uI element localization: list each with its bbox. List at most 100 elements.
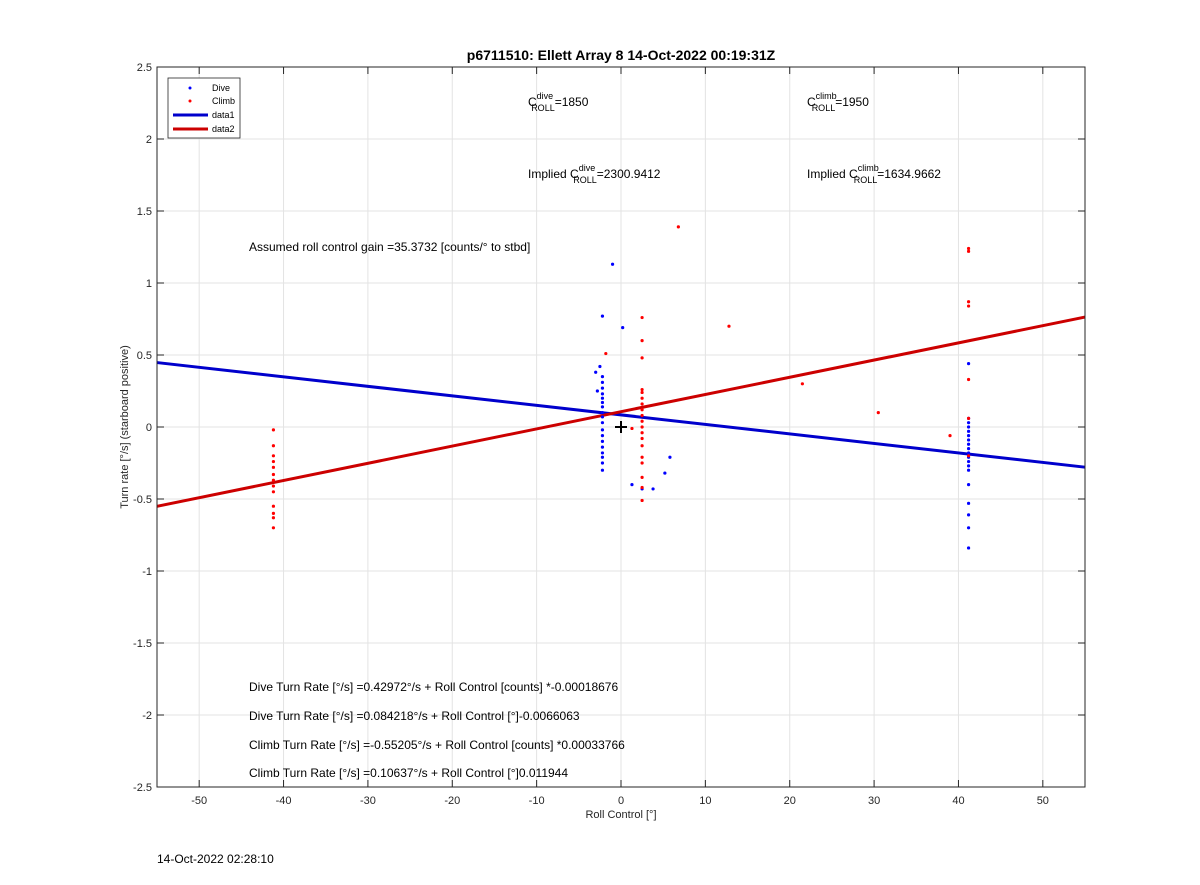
- point-climb: [640, 425, 644, 429]
- point-dive: [594, 370, 598, 374]
- point-dive: [600, 415, 605, 419]
- point-climb: [271, 428, 276, 432]
- point-climb: [640, 390, 644, 395]
- point-climb: [271, 454, 276, 458]
- point-climb: [640, 436, 644, 441]
- x-tick-label: 20: [784, 795, 796, 807]
- point-dive: [966, 526, 971, 530]
- y-tick-label: 2.5: [137, 62, 152, 74]
- point-climb: [676, 225, 680, 229]
- point-climb: [640, 402, 644, 406]
- annotation-climb-counts: Climb Turn Rate [°/s] =-0.55205°/s + Rol…: [249, 738, 625, 752]
- point-climb: [966, 416, 971, 420]
- point-dive: [600, 386, 605, 390]
- point-dive: [651, 487, 655, 491]
- point-dive: [966, 459, 971, 464]
- point-dive: [966, 464, 971, 468]
- x-axis-label: Roll Control [°]: [585, 809, 656, 821]
- x-tick-label: -40: [276, 795, 292, 807]
- y-tick-label: -1.5: [133, 638, 152, 650]
- point-climb: [640, 315, 644, 320]
- annotation-implied-climb: Implied Cclimb ROLL=1634.9662: [807, 163, 941, 185]
- point-dive: [595, 389, 599, 393]
- point-climb: [271, 472, 276, 477]
- point-climb: [640, 419, 644, 423]
- point-climb: [966, 249, 971, 253]
- x-tick-label: 50: [1037, 795, 1049, 807]
- x-tick-label: -50: [191, 795, 207, 807]
- point-dive: [966, 483, 971, 487]
- point-climb: [640, 461, 644, 465]
- fit-lines: [156, 315, 1086, 508]
- data-points: [271, 225, 971, 550]
- point-climb: [640, 485, 644, 490]
- point-dive: [600, 455, 605, 459]
- origin-marker: [615, 421, 627, 433]
- legend-label-data2: data2: [212, 124, 235, 134]
- point-dive: [610, 262, 615, 266]
- point-dive: [600, 392, 605, 396]
- point-climb: [640, 498, 644, 503]
- y-tick-label: 2: [146, 134, 152, 146]
- x-tick-label: -10: [529, 795, 545, 807]
- point-climb: [271, 478, 276, 482]
- point-dive: [663, 471, 667, 475]
- point-dive: [600, 396, 605, 400]
- annotation-implied-dive: Implied Cdive ROLL=2300.9412: [528, 163, 661, 185]
- x-tick-label: 30: [868, 795, 880, 807]
- x-tick-label: 0: [618, 795, 624, 807]
- y-axis-label: Turn rate [°/s] (starboard positive): [119, 345, 131, 509]
- footer-timestamp: 14-Oct-2022 02:28:10: [157, 852, 274, 866]
- point-dive: [630, 483, 634, 487]
- point-climb: [640, 455, 644, 459]
- point-dive: [966, 513, 971, 517]
- point-dive: [668, 455, 672, 459]
- legend-swatch-dive: [188, 86, 192, 90]
- annotation-c-climb: Cclimb ROLL=1950: [807, 91, 869, 113]
- point-climb: [640, 356, 644, 360]
- point-dive: [600, 314, 605, 318]
- point-dive: [966, 421, 971, 425]
- point-climb: [271, 465, 276, 469]
- x-tick-label: 10: [699, 795, 711, 807]
- point-dive: [966, 451, 971, 455]
- point-dive: [600, 380, 605, 384]
- point-dive: [966, 438, 971, 442]
- legend-label-dive: Dive: [212, 83, 230, 93]
- point-dive: [600, 405, 605, 409]
- point-climb: [727, 324, 731, 328]
- y-tick-label: -2.5: [133, 782, 152, 794]
- point-climb: [271, 459, 276, 464]
- annotation-c-dive: Cdive ROLL=1850: [528, 91, 589, 113]
- fit-line-data2: [156, 315, 1086, 508]
- point-dive: [600, 451, 605, 455]
- point-dive: [598, 364, 602, 369]
- point-dive: [600, 421, 605, 425]
- point-dive: [966, 434, 971, 438]
- point-dive: [966, 546, 971, 550]
- point-dive: [600, 439, 605, 443]
- point-climb: [640, 387, 644, 392]
- annotation-climb-degrees: Climb Turn Rate [°/s] =0.10637°/s + Roll…: [249, 766, 568, 780]
- x-tick-label: -30: [360, 795, 376, 807]
- x-axis-ticks: -50 -40 -30 -20 -10 0 10 20 30 40 50: [191, 67, 1049, 807]
- legend-swatch-climb: [188, 99, 192, 103]
- point-climb: [966, 300, 971, 304]
- point-climb: [966, 246, 971, 251]
- y-tick-label: 0.5: [137, 350, 152, 362]
- point-climb: [271, 504, 276, 508]
- point-climb: [800, 382, 804, 386]
- annotation-dive-counts: Dive Turn Rate [°/s] =0.42972°/s + Roll …: [249, 680, 618, 694]
- point-dive: [966, 429, 971, 433]
- point-climb: [271, 444, 276, 448]
- y-tick-label: 0: [146, 422, 152, 434]
- point-dive: [600, 461, 605, 465]
- legend: Dive Climb data1 data2: [167, 77, 241, 139]
- point-climb: [271, 484, 276, 488]
- point-dive: [600, 400, 605, 405]
- point-climb: [640, 444, 644, 448]
- point-dive: [966, 425, 971, 429]
- point-climb: [271, 490, 276, 494]
- point-climb: [948, 434, 952, 438]
- chart-title: p6711510: Ellett Array 8 14-Oct-2022 00:…: [467, 47, 776, 63]
